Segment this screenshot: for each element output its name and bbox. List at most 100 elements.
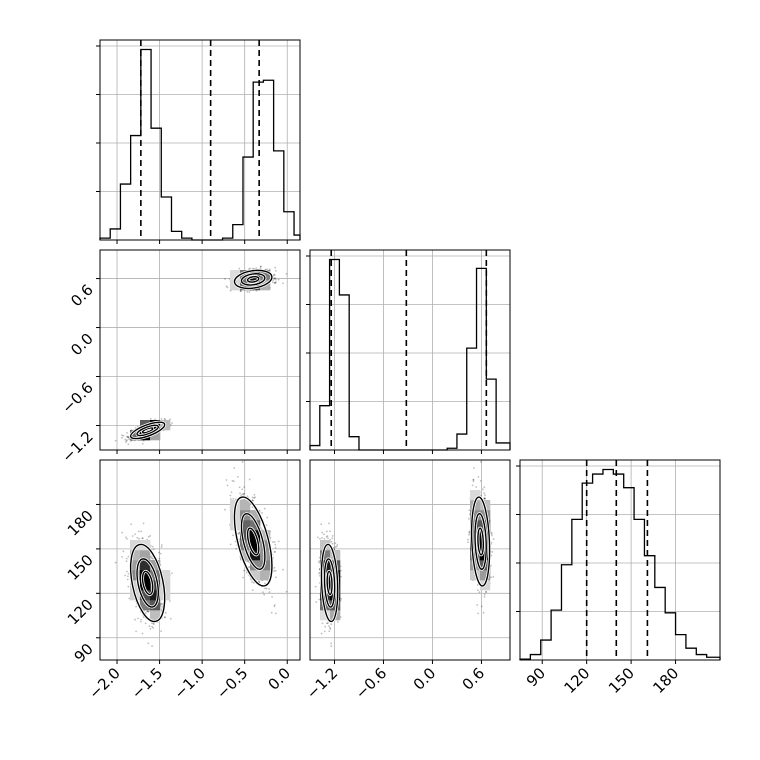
sample-point	[320, 523, 323, 526]
density-cell	[140, 560, 151, 571]
sample-point	[232, 497, 235, 500]
sample-point	[127, 585, 130, 588]
sample-point	[323, 533, 325, 536]
sample-point	[326, 622, 328, 625]
sample-point	[160, 602, 162, 605]
sample-point	[224, 278, 226, 280]
sample-point	[483, 497, 486, 500]
sample-point	[325, 535, 328, 538]
sample-point	[323, 537, 326, 540]
sample-point	[273, 277, 276, 280]
density-cell	[130, 580, 141, 591]
sample-point	[125, 560, 128, 563]
sample-point	[318, 560, 320, 563]
sample-point	[160, 603, 163, 605]
sample-point	[239, 492, 241, 494]
density-cell	[240, 550, 251, 561]
sample-point	[151, 557, 154, 560]
sample-point	[468, 533, 470, 536]
sample-point	[266, 268, 269, 271]
sample-point	[253, 497, 256, 499]
sample-point	[229, 543, 232, 546]
sample-point	[230, 491, 233, 494]
sample-point	[476, 583, 479, 586]
sample-point	[128, 597, 131, 600]
sample-point	[126, 578, 129, 581]
sample-point	[472, 479, 475, 481]
sample-point	[140, 530, 143, 533]
sample-point	[478, 591, 481, 594]
sample-point	[243, 486, 246, 488]
sample-point	[491, 551, 494, 553]
density-cell	[140, 600, 151, 611]
sample-point	[483, 593, 486, 596]
sample-point	[263, 593, 266, 596]
sample-point	[285, 590, 288, 593]
contour-line	[136, 558, 159, 608]
density-cell	[240, 530, 251, 541]
sample-point	[490, 541, 493, 544]
sample-point	[468, 509, 471, 512]
sample-point	[268, 591, 271, 594]
contour-line	[233, 496, 273, 587]
sample-point	[315, 601, 318, 603]
sample-point	[265, 524, 268, 527]
sample-point	[141, 537, 144, 540]
sample-point	[154, 418, 156, 421]
density-cell	[150, 610, 161, 621]
sample-point	[319, 537, 321, 540]
sample-point	[160, 544, 163, 546]
scatter-panel-0-2	[99, 459, 301, 661]
sample-point	[468, 531, 471, 534]
histogram-step	[99, 48, 301, 241]
sample-point	[247, 560, 250, 562]
sample-point	[147, 642, 150, 645]
sample-point	[138, 537, 140, 540]
density-cell	[130, 550, 141, 561]
sample-point	[253, 493, 256, 496]
sample-point	[334, 542, 337, 545]
sample-point	[126, 439, 128, 441]
sample-point	[124, 438, 127, 441]
sample-point	[246, 560, 248, 563]
sample-point	[152, 623, 155, 626]
density-cell	[130, 430, 141, 441]
sample-point	[335, 545, 338, 548]
sample-point	[169, 423, 172, 426]
sample-point	[149, 627, 152, 630]
sample-point	[330, 540, 333, 543]
sample-point	[320, 632, 323, 635]
sample-point	[273, 541, 276, 544]
density-cell	[140, 550, 151, 561]
sample-point	[141, 442, 144, 445]
panel-frame	[519, 459, 721, 661]
contour-line	[141, 427, 154, 434]
sample-point	[237, 532, 240, 535]
sample-point	[149, 534, 152, 537]
sample-point	[251, 496, 254, 499]
sample-point	[324, 625, 327, 628]
sample-point	[243, 569, 245, 572]
density-cell	[130, 560, 141, 571]
sample-point	[472, 478, 475, 481]
panel-frame	[99, 459, 301, 661]
sample-point	[149, 418, 152, 420]
sample-point	[126, 436, 129, 439]
sample-point	[259, 267, 262, 270]
sample-point	[127, 436, 130, 439]
sample-point	[258, 581, 261, 583]
contour-line	[240, 273, 266, 286]
sample-point	[273, 605, 276, 608]
density-cell	[130, 540, 141, 551]
sample-point	[262, 591, 264, 594]
sample-point	[239, 290, 242, 292]
sample-point	[160, 630, 163, 633]
sample-point	[127, 575, 129, 578]
sample-point	[121, 434, 123, 437]
sample-point	[127, 435, 129, 438]
sample-point	[146, 610, 149, 613]
density-cell	[250, 570, 261, 581]
sample-point	[251, 267, 254, 270]
panel-content	[114, 265, 288, 446]
sample-point	[151, 625, 154, 628]
